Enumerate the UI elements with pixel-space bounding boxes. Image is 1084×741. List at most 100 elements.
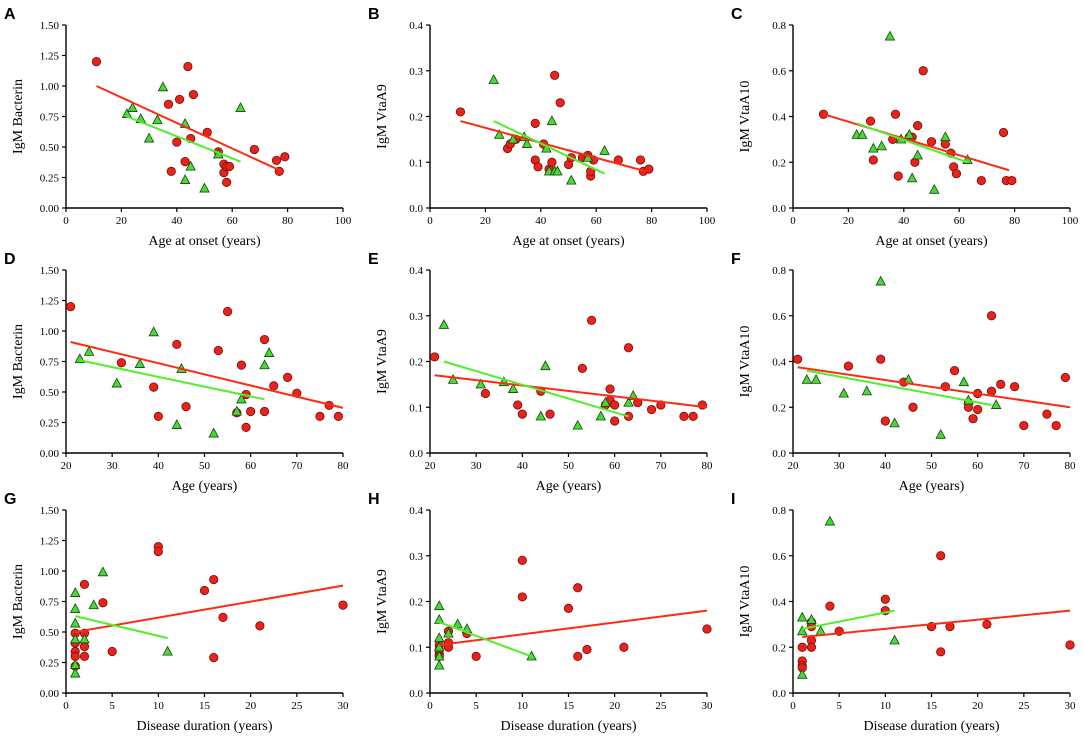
red-circle-point [517,592,527,602]
x-tick-label: 30 [1065,700,1077,712]
green-triangle-point [990,399,1002,409]
red-circle-point [218,612,228,622]
x-tick-label: 20 [61,460,73,472]
green-triangle-point [595,410,607,421]
red-circle-point [623,343,634,353]
red-circle-point [513,400,523,410]
y-tick-label: 0.6 [772,311,786,323]
y-tick-label: 0.1 [409,402,423,414]
panel-letter: F [731,251,741,268]
green-triangle-point [552,165,563,176]
green-triangle-point [566,174,577,185]
green-triangle-point [88,599,99,610]
red-circle-point [188,89,199,100]
panel-c: C 0.0 0.2 0.4 0.6 0.8 0 20 40 60 80 100 Age at onset… [731,6,1079,249]
red-circle-point [471,651,481,662]
x-axis-title: Age (years) [172,479,238,494]
green-regression-line [79,359,265,401]
red-circle-point [338,600,348,610]
red-circle-point [430,352,440,362]
red-circle-point [577,363,587,373]
x-tick-label: 20 [116,215,128,227]
green-triangle-point [889,417,900,428]
red-circle-point [880,594,890,604]
green-triangle-point [69,633,81,644]
green-triangle-point [600,396,611,407]
x-tick-label: 50 [926,460,938,472]
x-tick-label: 5 [473,700,479,712]
green-triangle-point [433,600,445,611]
red-circle-point [936,551,946,561]
green-triangle-point [884,30,896,41]
x-tick-label: 80 [1065,460,1077,472]
x-tick-label: 60 [972,460,984,472]
red-circle-point [876,354,886,364]
x-axis-title: Disease duration (years) [863,719,999,734]
green-triangle-point [69,602,81,613]
green-regression-line [806,369,992,406]
green-triangle-point [236,393,247,404]
y-tick-label: 1.50 [40,505,60,517]
red-circle-point [679,411,689,421]
axis-lines [429,510,707,694]
green-regression-line [493,120,605,175]
y-tick-label: 1.50 [40,265,60,277]
green-triangle-point [801,373,813,384]
red-circle-point [246,406,256,417]
red-circle-point [222,177,232,187]
green-triangle-point [488,74,499,84]
red-circle-point [976,175,986,186]
y-tick-label: 1.25 [40,296,60,308]
x-tick-label: 40 [517,460,529,472]
green-triangle-point [97,566,109,577]
red-circle-point [241,422,251,432]
red-regression-line [802,609,1071,638]
x-tick-label: 25 [1018,700,1030,712]
green-triangle-point [929,183,940,194]
red-circle-point [646,404,657,415]
green-triangle-point [868,142,879,153]
red-circle-point [209,574,219,585]
green-triangle-point [259,359,270,370]
green-triangle-point [231,405,243,416]
red-circle-point [793,354,803,364]
green-triangle-point [143,132,155,143]
x-tick-label: 0 [427,700,433,712]
y-tick-label: 0.00 [40,203,60,215]
x-tick-label: 5 [109,700,115,712]
red-regression-line [823,113,1010,172]
x-tick-label: 70 [655,460,667,472]
red-circle-point [166,166,176,176]
green-triangle-point [79,633,90,644]
x-tick-label: 80 [338,460,350,472]
x-tick-label: 20 [609,700,621,712]
red-circle-point [149,382,159,392]
x-tick-label: 20 [425,460,437,472]
green-triangle-point [475,378,487,389]
red-circle-point [91,56,102,67]
red-circle-point [259,334,270,345]
red-circle-point [183,61,193,72]
y-tick-label: 0.4 [772,597,786,609]
green-triangle-point [912,149,923,160]
red-circle-point [1042,409,1052,419]
axis-lines [65,270,343,454]
green-triangle-point [134,358,146,368]
y-axis-title: IgM VtaA10 [738,81,753,153]
red-circle-point [107,646,117,657]
red-circle-point [913,121,923,131]
green-triangle-point [157,81,169,92]
green-triangle-point [69,617,81,628]
green-triangle-point [815,625,826,636]
green-triangle-point [162,645,173,656]
green-triangle-point [199,182,210,193]
y-tick-label: 0.75 [40,112,60,124]
x-tick-label: 30 [471,460,483,472]
red-circle-point [797,642,807,652]
x-tick-label: 15 [926,700,938,712]
green-triangle-point [148,326,159,337]
y-tick-label: 1.50 [40,20,60,32]
green-triangle-point [127,102,138,112]
red-circle-point [982,619,992,629]
green-triangle-point [889,634,900,645]
